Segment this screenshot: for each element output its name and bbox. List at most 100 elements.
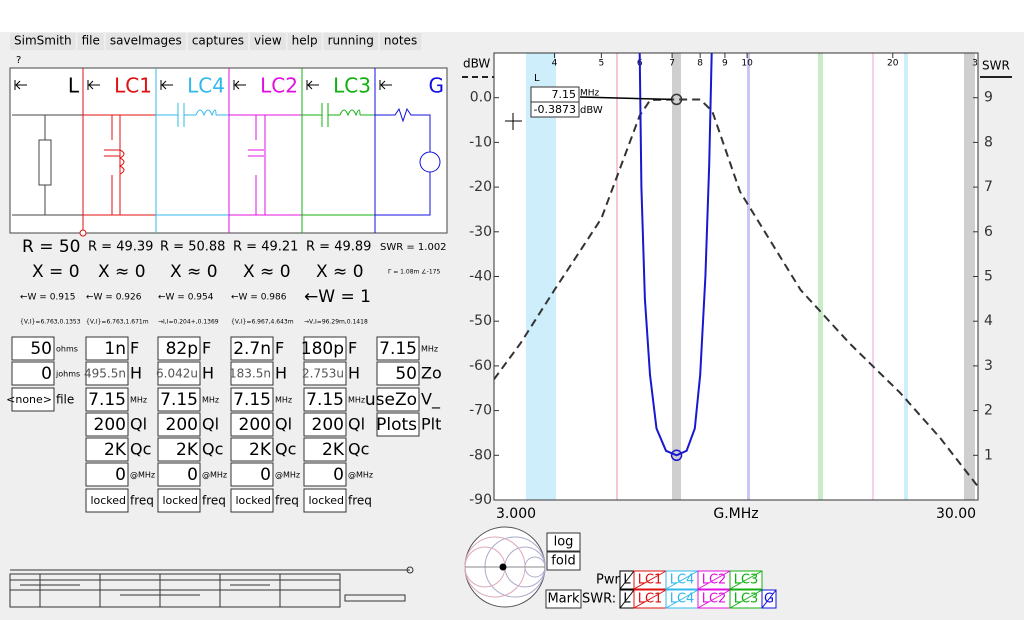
toggle-slash xyxy=(633,570,667,590)
y2-tick-label: 5 xyxy=(984,269,993,285)
param-field[interactable] xyxy=(230,387,274,412)
param-field[interactable] xyxy=(230,462,274,487)
button[interactable] xyxy=(546,532,581,552)
param-unit: @MHz xyxy=(348,471,373,480)
menu-item[interactable]: running xyxy=(328,34,374,48)
param-field[interactable] xyxy=(85,462,129,487)
param-field[interactable] xyxy=(376,412,420,437)
param-field[interactable] xyxy=(11,387,55,412)
param-value: 7.15 xyxy=(88,390,126,410)
element-label[interactable]: L xyxy=(68,74,80,98)
param-field[interactable] xyxy=(157,336,201,361)
param-value: 0 xyxy=(187,465,198,485)
param-field[interactable] xyxy=(303,387,347,412)
param-field[interactable] xyxy=(85,437,129,462)
param-field[interactable] xyxy=(303,361,347,386)
param-value: 495.5n xyxy=(84,367,126,381)
param-value: 7.15 xyxy=(233,390,271,410)
menu-bg xyxy=(187,33,248,50)
param-field[interactable] xyxy=(303,462,347,487)
param-field[interactable] xyxy=(85,387,129,412)
param-unit: Ql xyxy=(130,415,147,434)
menu-bg xyxy=(323,33,378,50)
param-field[interactable] xyxy=(230,336,274,361)
resistance: R = 49.39 xyxy=(88,240,153,255)
toggle-slash xyxy=(665,589,699,609)
toggle-slash xyxy=(729,570,763,590)
arrow-icon xyxy=(233,80,246,90)
element-label[interactable]: LC2 xyxy=(260,74,298,98)
param-value: 82p xyxy=(166,339,198,359)
param-field[interactable] xyxy=(230,488,274,513)
param-field[interactable] xyxy=(157,488,201,513)
y2-tick-label: 8 xyxy=(984,134,993,150)
menu-item[interactable]: captures xyxy=(192,34,244,48)
param-unit: Plt xyxy=(421,415,441,434)
param-field[interactable] xyxy=(157,437,201,462)
y2-tick-label: 1 xyxy=(984,447,993,463)
button[interactable] xyxy=(546,551,581,571)
param-field[interactable] xyxy=(230,412,274,437)
param-field[interactable] xyxy=(303,412,347,437)
arrow-icon xyxy=(379,80,392,90)
menu-bg xyxy=(250,33,286,50)
menu-item[interactable]: saveImages xyxy=(110,34,182,48)
readout-freq-unit: MHz xyxy=(580,89,600,99)
y2-tick-label: 9 xyxy=(984,90,993,106)
y-tick-label: -10 xyxy=(469,134,492,150)
param-field[interactable] xyxy=(303,336,347,361)
param-unit: MHz xyxy=(202,396,219,405)
param-field[interactable] xyxy=(157,412,201,437)
element-label[interactable]: LC4 xyxy=(187,74,225,98)
param-field[interactable] xyxy=(230,437,274,462)
band xyxy=(964,53,975,500)
y-tick-label: -90 xyxy=(469,492,492,508)
param-field[interactable] xyxy=(376,336,420,361)
param-field[interactable] xyxy=(85,412,129,437)
node xyxy=(79,229,87,237)
param-field[interactable] xyxy=(303,437,347,462)
element-label[interactable]: LC1 xyxy=(114,74,152,98)
toggle-label: L xyxy=(623,573,631,588)
param-unit: freq xyxy=(348,494,372,508)
readout-element: L xyxy=(534,73,540,84)
param-value: 7.15 xyxy=(306,390,344,410)
param-field[interactable] xyxy=(303,488,347,513)
plot-area xyxy=(494,53,978,500)
param-unit: @MHz xyxy=(202,471,227,480)
menu-item[interactable]: file xyxy=(82,34,100,48)
param-field[interactable] xyxy=(85,488,129,513)
y-tick-label: -50 xyxy=(469,313,492,329)
toggle-label: LC4 xyxy=(670,573,695,588)
toggle-label: LC2 xyxy=(702,592,727,607)
param-field[interactable] xyxy=(157,361,201,386)
menu-item[interactable]: SimSmith xyxy=(14,34,72,48)
param-field[interactable] xyxy=(85,361,129,386)
element-label[interactable]: G xyxy=(429,74,445,98)
element-label[interactable]: LC3 xyxy=(333,74,371,98)
param-field[interactable] xyxy=(85,336,129,361)
menu-bg xyxy=(287,33,322,50)
param-field[interactable] xyxy=(376,361,420,386)
param-field[interactable] xyxy=(11,336,55,361)
help-button[interactable]: ? xyxy=(16,55,21,66)
mini-schematic xyxy=(9,566,414,608)
param-unit: MHz xyxy=(130,396,147,405)
power: ←W = 0.986 xyxy=(231,293,287,303)
top-tick-label: 8 xyxy=(697,59,703,69)
menu-item[interactable]: notes xyxy=(384,34,417,48)
param-field[interactable] xyxy=(157,387,201,412)
param-value: locked xyxy=(90,494,126,507)
param-value: 0 xyxy=(115,465,126,485)
param-field[interactable] xyxy=(376,387,420,412)
param-field[interactable] xyxy=(230,361,274,386)
curve xyxy=(638,52,713,457)
param-field[interactable] xyxy=(157,462,201,487)
param-field[interactable] xyxy=(11,361,55,386)
toggle-slash xyxy=(761,589,777,609)
button[interactable] xyxy=(545,589,582,609)
band xyxy=(672,53,681,500)
param-unit: johms xyxy=(55,370,80,379)
menu-item[interactable]: help xyxy=(292,34,318,48)
menu-item[interactable]: view xyxy=(254,34,282,48)
